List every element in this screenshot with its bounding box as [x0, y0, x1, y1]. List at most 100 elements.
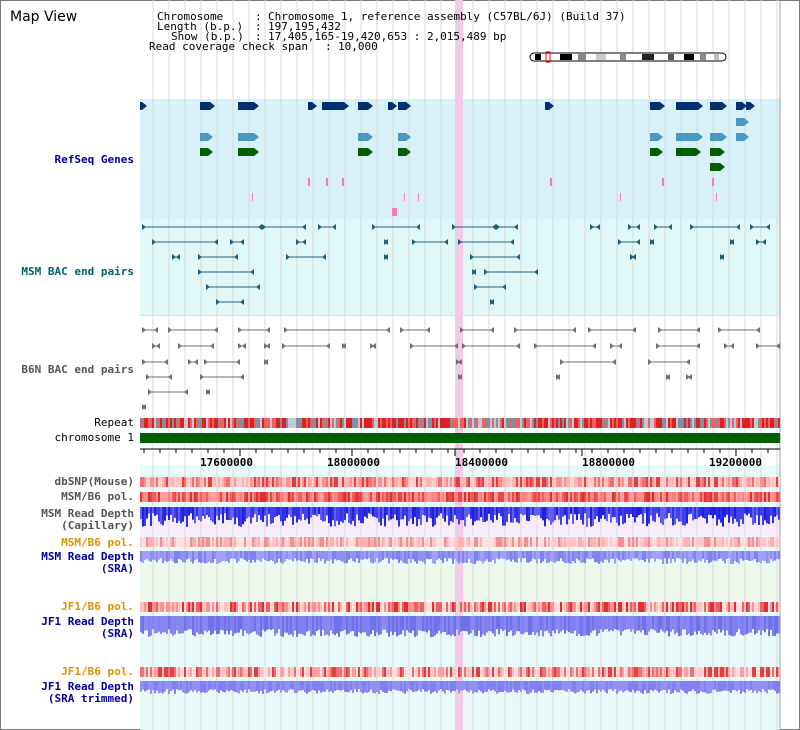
heat-cell — [552, 602, 554, 612]
track-label-msm-depth-cap-sub: (Capillary) — [61, 519, 134, 532]
heat-cell — [716, 602, 718, 612]
track-label-jf1-pol-2[interactable]: JF1/B6 pol. — [61, 665, 134, 678]
heat-cell — [766, 602, 768, 612]
track-label-b6n-bac[interactable]: B6N BAC end pairs — [21, 363, 134, 376]
repeat-segment — [146, 418, 148, 428]
heat-cell — [290, 537, 292, 547]
track-label-dbsnp[interactable]: dbSNP(Mouse) — [54, 475, 134, 488]
depth-bar — [506, 507, 508, 522]
track-label-msm-depth-cap[interactable]: MSM Read Depth — [41, 507, 134, 520]
heat-cell — [612, 477, 614, 487]
depth-bar — [324, 551, 326, 564]
depth-bar — [470, 681, 472, 691]
depth-bar — [732, 551, 734, 564]
heat-cell — [408, 667, 410, 677]
heat-cell — [158, 667, 160, 677]
heat-cell — [298, 602, 300, 612]
track-label-jf1-pol-1[interactable]: JF1/B6 pol. — [61, 600, 134, 613]
depth-bar — [152, 681, 154, 691]
track-label-jf1-depth-1[interactable]: JF1 Read Depth — [41, 615, 134, 628]
depth-bar — [358, 616, 360, 633]
chromosome-sep: : — [255, 10, 262, 23]
depth-bar — [538, 507, 540, 516]
heat-cell — [406, 667, 408, 677]
heat-cell — [540, 602, 542, 612]
heat-cell — [472, 492, 474, 502]
track-label-msm-pol[interactable]: MSM/B6 pol. — [61, 490, 134, 503]
heat-cell — [190, 537, 192, 547]
depth-bar — [570, 507, 572, 514]
heat-cell — [354, 492, 356, 502]
repeat-segment — [296, 418, 298, 428]
ideogram-band — [578, 54, 586, 60]
depth-bar — [570, 551, 572, 564]
heat-cell — [700, 602, 702, 612]
repeat-segment — [370, 418, 372, 428]
heat-cell — [274, 492, 276, 502]
heat-cell — [474, 602, 476, 612]
depth-bar — [692, 616, 694, 636]
repeat-segment — [446, 418, 448, 428]
depth-bar — [390, 551, 392, 559]
depth-bar — [580, 551, 582, 563]
heat-cell — [300, 602, 302, 612]
gene-arrow — [344, 102, 349, 110]
heat-cell — [488, 667, 490, 677]
heat-cell — [154, 667, 156, 677]
depth-bar — [502, 681, 504, 692]
heat-cell — [502, 602, 504, 612]
heat-cell — [144, 602, 146, 612]
depth-bar — [576, 507, 578, 521]
track-label-repeat[interactable]: Repeat — [94, 416, 134, 429]
depth-bar — [650, 551, 652, 559]
depth-bar — [742, 616, 744, 636]
heat-cell — [534, 492, 536, 502]
depth-bar — [602, 551, 604, 563]
depth-bar — [424, 616, 426, 632]
gene-feature — [140, 102, 142, 110]
heat-cell — [740, 492, 742, 502]
track-label-msm-pol-sra[interactable]: MSM/B6 pol. — [61, 536, 134, 549]
depth-bar — [522, 616, 524, 635]
track-label-refseq[interactable]: RefSeq Genes — [54, 153, 134, 166]
heat-cell — [748, 492, 750, 502]
bac-end — [458, 374, 462, 380]
heat-cell — [556, 667, 558, 677]
heat-cell — [740, 667, 742, 677]
depth-bar — [648, 551, 650, 563]
depth-bar — [502, 551, 504, 559]
depth-bar — [766, 616, 768, 630]
heat-cell — [472, 667, 474, 677]
depth-bar — [730, 507, 732, 517]
depth-bar — [728, 681, 730, 692]
depth-bar — [376, 616, 378, 633]
repeat-segment — [568, 418, 570, 428]
heat-cell — [532, 667, 534, 677]
heat-cell — [460, 492, 462, 502]
heat-cell — [310, 537, 312, 547]
heat-cell — [620, 492, 622, 502]
depth-bar — [754, 507, 756, 524]
depth-bar — [160, 681, 162, 693]
depth-bar — [460, 551, 462, 563]
heat-cell — [694, 492, 696, 502]
bac-end — [266, 343, 270, 349]
heat-cell — [384, 602, 386, 612]
depth-bar — [576, 681, 578, 693]
track-label-msm-bac[interactable]: MSM BAC end pairs — [21, 265, 134, 278]
repeat-segment — [754, 418, 756, 428]
depth-bar — [272, 681, 274, 691]
heat-cell — [618, 537, 620, 547]
heat-cell — [402, 492, 404, 502]
track-label-jf1-depth-2[interactable]: JF1 Read Depth — [41, 680, 134, 693]
heat-cell — [292, 602, 294, 612]
heat-cell — [770, 492, 772, 502]
depth-bar — [736, 507, 738, 522]
heat-cell — [270, 667, 272, 677]
track-label-msm-depth-sra[interactable]: MSM Read Depth — [41, 550, 134, 563]
depth-bar — [168, 616, 170, 630]
heat-cell — [656, 492, 658, 502]
heat-cell — [324, 492, 326, 502]
heat-cell — [656, 602, 658, 612]
